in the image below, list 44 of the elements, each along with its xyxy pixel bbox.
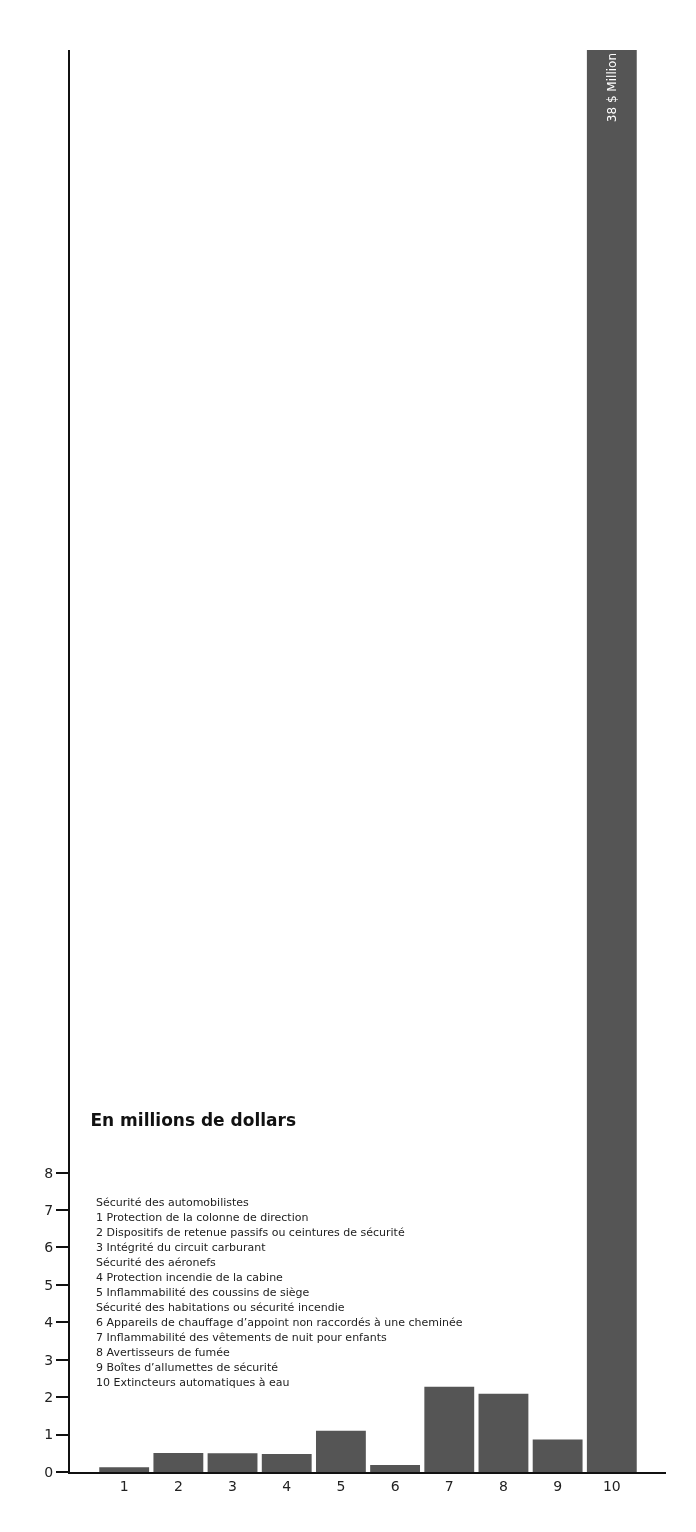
x-tick-label: 9 <box>553 1477 563 1494</box>
bar <box>315 1430 366 1472</box>
y-tick-label: 2 <box>44 1389 54 1406</box>
annotation: 4 Protection incendie de la cabine <box>96 1271 284 1284</box>
y-tick-label: 7 <box>44 1201 54 1218</box>
x-tick-label: 2 <box>173 1477 183 1494</box>
bar <box>207 1453 258 1472</box>
x-tick-label: 3 <box>228 1477 238 1494</box>
bar <box>153 1452 204 1472</box>
bar <box>532 1439 583 1472</box>
x-tick-label: 8 <box>498 1477 508 1494</box>
annotation: 8 Avertisseurs de fumée <box>96 1346 231 1359</box>
annotation: 3 Intégrité du circuit carburant <box>96 1241 267 1254</box>
x-tick-label: 6 <box>390 1477 400 1494</box>
y-tick-label: 0 <box>44 1463 54 1480</box>
data-label: 38 $ Million <box>604 53 619 123</box>
annotation: Sécurité des habitations ou sécurité incendie <box>96 1301 345 1314</box>
y-tick-label: 6 <box>44 1239 54 1256</box>
annotation: 10 Extincteurs automatiques à eau <box>96 1376 290 1389</box>
bar <box>478 1393 529 1472</box>
annotation: 2 Dispositifs de retenue passifs ou ceintures de sécurité <box>96 1226 405 1239</box>
y-tick-label: 3 <box>44 1351 54 1368</box>
y-tick-label: 8 <box>44 1164 54 1181</box>
x-tick-label: 5 <box>336 1477 346 1494</box>
annotation: Sécurité des automobilistes <box>96 1196 250 1209</box>
annotation: 7 Inflammabilité des vêtements de nuit pour enfants <box>96 1331 388 1344</box>
bar <box>424 1386 475 1472</box>
bar <box>99 1467 150 1472</box>
annotation: 9 Boîtes d’allumettes de sécurité <box>96 1361 279 1374</box>
annotation: 5 Inflammabilité des coussins de siège <box>96 1286 310 1299</box>
y-tick-label: 1 <box>44 1426 54 1443</box>
y-tick-label: 4 <box>44 1314 54 1331</box>
x-tick-label: 4 <box>282 1477 292 1494</box>
annotation: 6 Appareils de chauffage d’appoint non raccordés à une cheminée <box>96 1316 463 1329</box>
bar <box>586 50 637 1472</box>
bar <box>261 1454 312 1472</box>
x-tick-label: 1 <box>119 1477 129 1494</box>
bar <box>370 1464 421 1472</box>
text: En millions de dollars <box>90 1109 297 1130</box>
annotation: Sécurité des aéronefs <box>96 1256 217 1269</box>
x-tick-label: 7 <box>444 1477 454 1494</box>
y-tick-label: 5 <box>44 1276 54 1293</box>
x-tick-label: 10 <box>602 1477 621 1494</box>
annotation: 1 Protection de la colonne de direction <box>96 1211 309 1224</box>
